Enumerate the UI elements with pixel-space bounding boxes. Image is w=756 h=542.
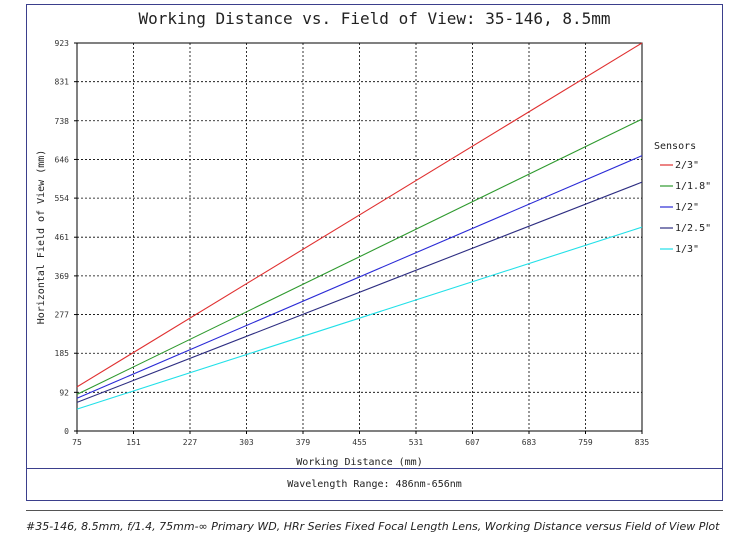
x-tick-label: 455: [352, 438, 367, 447]
footer-box: Wavelength Range: 486nm-656nm: [26, 468, 723, 501]
y-tick-label: 738: [55, 117, 70, 126]
y-tick-label: 646: [55, 155, 70, 164]
x-tick-label: 607: [465, 438, 480, 447]
x-tick-label: 227: [183, 438, 198, 447]
legend-label: 1/2": [675, 202, 699, 213]
legend-label: 2/3": [675, 160, 699, 171]
series-line: [76, 226, 643, 410]
wavelength-range: Wavelength Range: 486nm-656nm: [287, 479, 462, 490]
chart-title: Working Distance vs. Field of View: 35-1…: [138, 9, 611, 28]
y-tick-label: 831: [55, 78, 70, 87]
series-line: [76, 42, 643, 388]
y-tick-label: 461: [55, 233, 70, 242]
x-tick-label: 151: [126, 438, 141, 447]
x-tick-label: 303: [239, 438, 254, 447]
series-line: [76, 181, 643, 403]
series-line: [76, 155, 643, 399]
y-tick-label: 277: [55, 311, 70, 320]
legend-title: Sensors: [654, 141, 696, 152]
figure-caption: #35-146, 8.5mm, f/1.4, 75mm-∞ Primary WD…: [26, 520, 720, 533]
x-tick-label: 75: [72, 438, 82, 447]
series-line: [76, 118, 643, 395]
x-tick-label: 531: [409, 438, 424, 447]
legend-label: 1/3": [675, 244, 699, 255]
y-tick-label: 185: [55, 349, 70, 358]
chart-svg: 75 151 227 303 379 455 531 607 683 759 835 0 92 185 27…: [36, 39, 711, 468]
caption-divider: [26, 510, 723, 511]
legend-label: 1/2.5": [675, 223, 711, 234]
x-tick-label: 379: [296, 438, 311, 447]
y-tick-label: 554: [55, 194, 70, 203]
x-tick-label: 683: [522, 438, 537, 447]
x-axis-label: Working Distance (mm): [296, 457, 422, 468]
x-tick-label: 759: [578, 438, 593, 447]
chart-frame: [26, 4, 723, 501]
y-axis-label: Horizontal Field of View (mm): [36, 150, 47, 325]
y-tick-label: 92: [59, 388, 69, 397]
x-tick-label: 835: [635, 438, 650, 447]
legend-label: 1/1.8": [675, 181, 711, 192]
y-tick-label: 0: [64, 427, 69, 436]
y-tick-label: 369: [55, 272, 70, 281]
y-tick-label: 923: [55, 39, 70, 48]
